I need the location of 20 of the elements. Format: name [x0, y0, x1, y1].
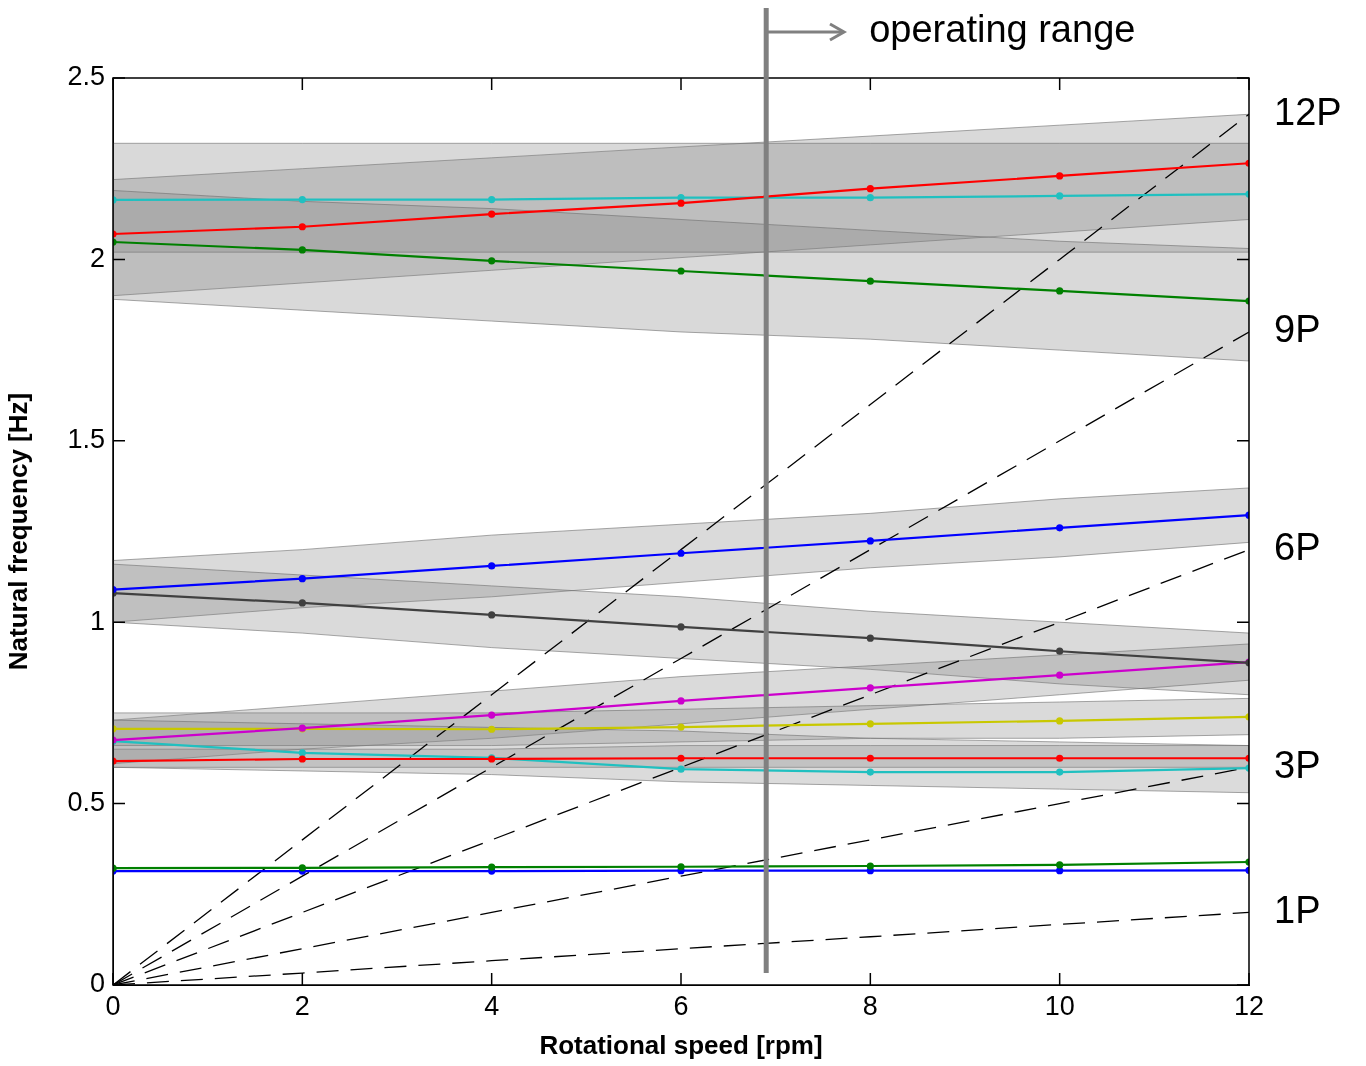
x-tick-label: 12 [1233, 990, 1265, 1021]
x-tick-label: 8 [862, 990, 878, 1021]
series-label: 9P [1274, 308, 1321, 351]
x-tick-label: 2 [294, 990, 310, 1021]
series-label: 3P [1274, 743, 1321, 786]
y-tick-label: 1.5 [67, 424, 105, 455]
y-axis-title: Natural frequency [Hz] [2, 392, 33, 671]
x-tick-label: 6 [673, 990, 689, 1021]
series-label: 12P [1274, 90, 1342, 133]
y-tick-label: 1 [89, 605, 105, 636]
y-tick-label: 0.5 [67, 787, 105, 818]
x-tick-label: 10 [1044, 990, 1075, 1021]
ref-line-label: operating range [869, 8, 1136, 51]
series-label: 1P [1274, 888, 1321, 931]
x-axis-title: Rotational speed [rpm] [539, 1029, 823, 1060]
y-tick-label: 0 [89, 968, 105, 999]
x-tick-label: 4 [484, 990, 500, 1021]
y-tick-label: 2.5 [67, 61, 105, 92]
y-tick-label: 2 [89, 242, 105, 273]
series-label: 6P [1274, 526, 1321, 569]
